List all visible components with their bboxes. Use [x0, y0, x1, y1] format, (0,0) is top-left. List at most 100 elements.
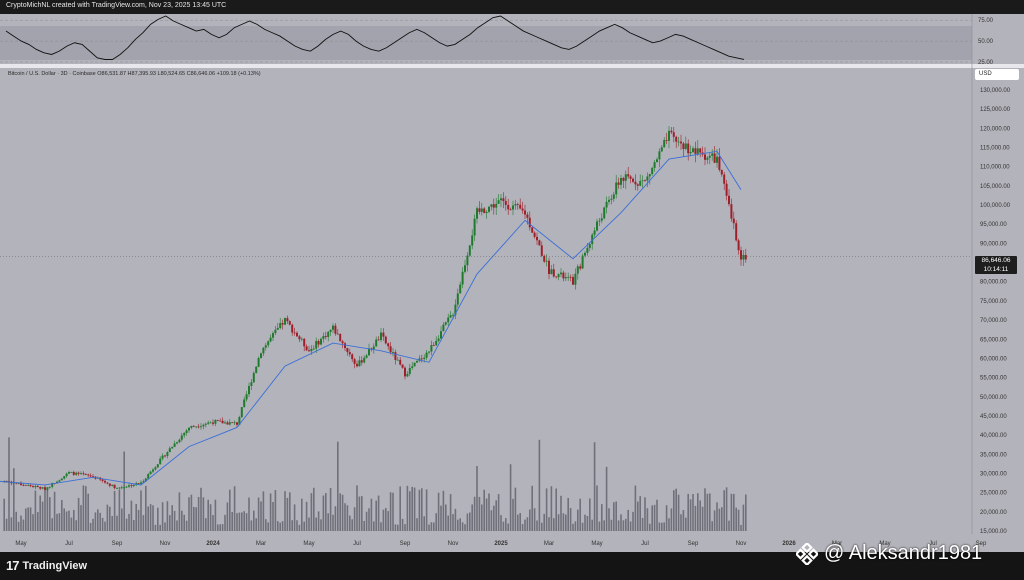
candle-body: [557, 274, 560, 278]
rsi-axis: [972, 14, 1024, 64]
volume-bar: [286, 497, 289, 531]
close-value: C86,646.06: [186, 71, 216, 77]
volume-bar: [497, 494, 500, 531]
created-by-text: CryptoMichNL created with TradingView.co…: [6, 2, 227, 9]
volume-bar: [3, 498, 5, 531]
rsi-line: [5, 15, 745, 60]
volume-bar: [310, 493, 313, 531]
volume-bar: [675, 488, 677, 531]
volume-bar: [728, 520, 730, 531]
volume-bar: [365, 511, 368, 531]
candle-body: [351, 354, 354, 360]
candle-body: [178, 439, 181, 443]
volume-bar: [581, 522, 584, 531]
volume-bar: [598, 521, 601, 531]
price-tick-label: 130,000.00: [980, 88, 1011, 94]
volume-bar: [644, 497, 646, 531]
volume-bar: [699, 500, 701, 531]
price-tick-label: 15,000.00: [980, 529, 1007, 535]
candle-body: [17, 483, 20, 484]
candle-body: [320, 338, 322, 345]
rsi-tick-label: 50.00: [978, 39, 994, 45]
candle-body: [550, 269, 553, 275]
candle-body: [202, 424, 205, 427]
volume-bar: [375, 500, 377, 531]
candle-body: [653, 162, 656, 168]
candle-body: [615, 182, 618, 195]
candle-body: [209, 422, 212, 424]
candle-body: [540, 245, 543, 256]
volume-bar: [579, 498, 581, 531]
candle-body: [579, 266, 582, 269]
volume-bar: [586, 515, 589, 531]
candle-body: [120, 487, 123, 489]
volume-bar: [742, 504, 745, 531]
candle-body: [555, 276, 558, 278]
candle-body: [380, 332, 382, 341]
candle-body: [152, 469, 154, 472]
candle-body: [190, 425, 193, 428]
volume-bar: [34, 490, 37, 531]
candle-body: [629, 176, 632, 179]
price-tick-label: 35,000.00: [980, 452, 1007, 458]
candle-body: [538, 240, 541, 246]
candle-body: [308, 350, 310, 352]
volume-bar: [608, 508, 610, 531]
tradingview-logo[interactable]: 17 TradingView: [6, 558, 87, 573]
candle-body: [70, 471, 73, 473]
candle-body: [183, 432, 186, 436]
volume-bar: [689, 499, 692, 531]
time-tick-label: Jul: [65, 541, 73, 547]
candle-body: [720, 169, 723, 175]
candle-body: [456, 293, 459, 305]
volume-bar: [663, 522, 665, 531]
candle-body: [312, 348, 315, 350]
volume-bar: [526, 517, 529, 531]
volume-bar: [380, 522, 382, 531]
candle-body: [401, 364, 404, 368]
volume-bar: [622, 520, 625, 531]
candle-body: [173, 443, 176, 447]
volume-bar: [190, 494, 193, 531]
volume-bar: [605, 466, 608, 531]
volume-bar: [125, 518, 128, 531]
volume-bar: [219, 524, 221, 531]
price-tick-label: 115,000.00: [980, 146, 1010, 152]
volume-bar: [224, 514, 226, 531]
volume-bar: [267, 522, 269, 531]
candle-body: [723, 174, 726, 184]
candle-body: [344, 343, 346, 349]
volume-bar: [601, 504, 603, 531]
candle-body: [610, 198, 613, 200]
candle-body: [696, 148, 699, 154]
candle-body: [36, 486, 39, 488]
volume-bar: [457, 519, 459, 531]
candle-body: [668, 130, 670, 141]
volume-bar: [291, 520, 293, 531]
volume-bar: [557, 514, 560, 531]
time-tick-label: Mar: [256, 541, 266, 547]
candle-body: [279, 323, 282, 328]
candle-body: [521, 208, 524, 211]
volume-bar: [428, 524, 430, 531]
volume-bar: [274, 490, 277, 531]
volume-bar: [147, 506, 149, 531]
price-tick-label: 20,000.00: [980, 510, 1007, 516]
candle-body: [24, 484, 27, 486]
candle-body: [672, 132, 675, 137]
volume-bar: [382, 509, 385, 531]
currency-selector[interactable]: USD: [975, 69, 1019, 80]
volume-bar: [250, 520, 253, 531]
candle-body: [164, 455, 166, 457]
candle-body: [620, 177, 622, 185]
candle-body: [444, 322, 447, 325]
candle-body: [675, 136, 678, 142]
candle-body: [464, 265, 466, 272]
candle-body: [339, 333, 342, 342]
candle-body: [303, 338, 306, 347]
candle-body: [634, 181, 637, 185]
volume-bar: [183, 514, 185, 531]
volume-bar: [469, 512, 471, 531]
footer-bar: 17 TradingView: [0, 552, 1024, 580]
volume-bar: [176, 520, 178, 531]
